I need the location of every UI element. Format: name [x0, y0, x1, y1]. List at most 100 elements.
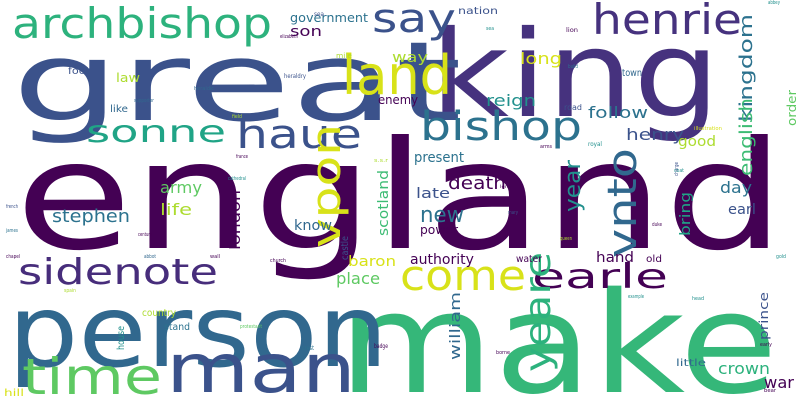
word-bear: bear [764, 388, 777, 394]
word-day: day [720, 178, 752, 197]
word-james: james [5, 228, 18, 234]
word-bring: bring [678, 192, 694, 236]
word-come: come [400, 251, 526, 300]
word-heraldry: heraldry [284, 73, 306, 80]
word-lion: lion [566, 27, 578, 34]
word-power: power [420, 223, 458, 237]
word-authority: authority [410, 252, 474, 268]
word-wall: wall [210, 254, 220, 260]
word-house: house [116, 326, 127, 350]
word-order: order [785, 90, 799, 126]
word-castle: castle [340, 236, 351, 260]
word-law: law [116, 71, 140, 85]
word-duke: duke [652, 222, 662, 228]
word-hill: hill [4, 388, 24, 399]
word-know: know [294, 218, 332, 234]
word-like: like [110, 104, 128, 115]
word-illustration: illustration [694, 126, 722, 132]
word-badge: badge [374, 343, 388, 350]
word-little: little [676, 358, 706, 369]
word-king: king [430, 6, 720, 145]
word-mile: mile [336, 52, 352, 60]
word-protestant: protestant [240, 324, 262, 330]
word-gold: gold [776, 254, 786, 260]
word-new: new [420, 203, 464, 228]
word-lord: lord [500, 184, 511, 189]
word-sidenote: sidenote [18, 252, 218, 293]
word-william: william [448, 292, 464, 360]
word-great: great [12, 18, 462, 146]
word-foot: foot [68, 66, 90, 77]
word-early: early [760, 342, 772, 348]
word-example: example [628, 294, 644, 300]
word-stephen: stephen [52, 206, 130, 227]
word-yeare: yeare [518, 252, 559, 372]
word-land: land [342, 44, 452, 107]
word-field: field [232, 114, 242, 120]
word-earle: earle [532, 257, 668, 297]
word-abbey: abbey [768, 0, 780, 6]
word-spain: spain [64, 288, 76, 294]
word-man: man [166, 330, 356, 400]
word-london: london [228, 190, 244, 250]
word-death: death [448, 173, 506, 194]
word-road: road [564, 103, 582, 112]
word-old: old [646, 254, 662, 265]
word-time: time [22, 348, 162, 400]
word-sea2: sea [486, 26, 494, 32]
word-queen: queen [560, 236, 572, 242]
word-baron: baron [348, 254, 396, 270]
word-say: say [372, 0, 456, 42]
word-make: make [338, 263, 778, 400]
word-crest: crest [302, 345, 315, 352]
word-england: england [15, 110, 785, 284]
word-good: good [678, 134, 716, 150]
word-stand: stand [164, 322, 190, 333]
word-person: person [8, 273, 388, 390]
word-french: french [6, 204, 18, 210]
word-reign: reign [486, 91, 536, 110]
word-scotland: scotland [376, 170, 392, 236]
word-english: english [736, 98, 757, 176]
word-sonne: sonne [86, 115, 226, 150]
word-government: government [290, 11, 368, 25]
word-mary: mary [508, 210, 518, 216]
word-army: army [160, 178, 202, 197]
word-france: france [236, 154, 248, 160]
word-abbot: abbot [144, 254, 156, 260]
word-church: church [270, 258, 286, 264]
word-year: year [561, 159, 586, 212]
word-town: town [622, 68, 642, 79]
word-war: war [764, 373, 794, 392]
word-way: way [392, 50, 428, 66]
word-present: present [414, 150, 464, 166]
word-borne: borne [496, 350, 510, 356]
word-build: build [568, 64, 578, 70]
word-son: son [290, 24, 322, 40]
word-arms: arms [540, 144, 552, 150]
word-long: long [520, 49, 562, 68]
word-water: water [516, 254, 543, 265]
word-nation: nation [458, 6, 498, 17]
word-prince: prince [757, 292, 771, 340]
word-coat: coat [674, 168, 684, 174]
word-henrie: henrie [592, 0, 742, 44]
word-charge: charge [674, 162, 680, 176]
word-chapel: chapel [6, 254, 20, 260]
word-haue: haue [236, 112, 362, 158]
word-enemy: enemy [378, 93, 418, 107]
word-life: life [160, 200, 192, 219]
word-supporter: supporter [134, 98, 155, 104]
word-elizabeth: elizabeth [280, 34, 298, 40]
word-kingdom: kingdom [736, 14, 757, 122]
word-heraldic: heraldic [194, 86, 214, 92]
word-vpon: vpon [304, 124, 350, 248]
word-late: late [416, 186, 450, 202]
word-head: head [692, 296, 704, 302]
word-place: place [336, 269, 380, 288]
word-sir: s.s.r [374, 158, 389, 164]
word-country: country [142, 308, 176, 319]
word-crown: crown [718, 359, 770, 378]
